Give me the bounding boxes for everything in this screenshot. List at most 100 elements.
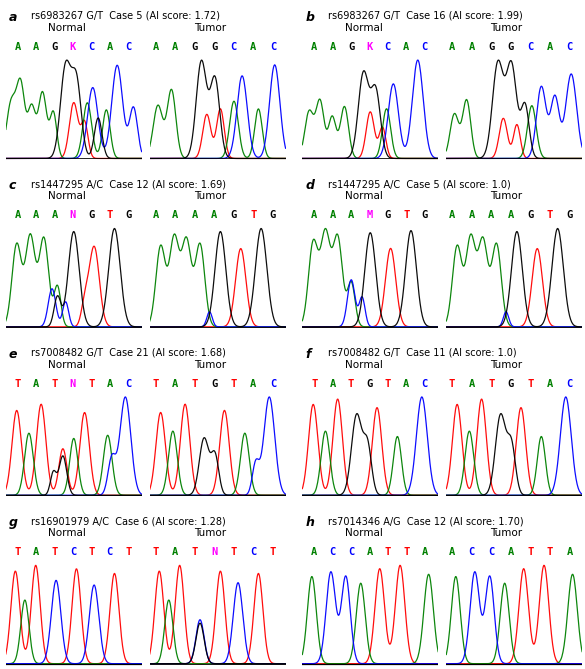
Text: T: T	[230, 379, 237, 389]
Text: rs6983267 G/T  Case 16 (AI score: 1.99): rs6983267 G/T Case 16 (AI score: 1.99)	[328, 11, 522, 21]
Text: T: T	[250, 211, 257, 221]
Text: g: g	[9, 516, 18, 529]
Text: T: T	[51, 379, 58, 389]
Text: Tumor: Tumor	[194, 23, 226, 33]
Text: rs1447295 A/C  Case 12 (AI score: 1.69): rs1447295 A/C Case 12 (AI score: 1.69)	[31, 179, 226, 189]
Text: T: T	[152, 379, 159, 389]
Text: A: A	[329, 42, 336, 52]
Text: rs1447295 A/C  Case 5 (AI score: 1.0): rs1447295 A/C Case 5 (AI score: 1.0)	[328, 179, 510, 189]
Text: C: C	[125, 42, 131, 52]
Text: C: C	[566, 379, 573, 389]
Text: A: A	[488, 211, 494, 221]
Text: T: T	[51, 547, 58, 557]
Text: A: A	[329, 379, 336, 389]
Text: A: A	[508, 547, 514, 557]
Text: K: K	[366, 42, 373, 52]
Text: C: C	[270, 379, 276, 389]
Text: G: G	[422, 211, 428, 221]
Text: A: A	[469, 379, 474, 389]
Text: T: T	[488, 379, 494, 389]
Text: G: G	[125, 211, 131, 221]
Text: G: G	[348, 42, 355, 52]
Text: C: C	[230, 42, 237, 52]
Text: A: A	[106, 379, 113, 389]
Text: A: A	[566, 547, 573, 557]
Text: A: A	[51, 211, 58, 221]
Text: c: c	[9, 179, 16, 193]
Text: A: A	[152, 211, 159, 221]
Text: C: C	[348, 547, 355, 557]
Text: e: e	[9, 348, 17, 361]
Text: C: C	[88, 42, 95, 52]
Text: C: C	[385, 42, 391, 52]
Text: T: T	[230, 547, 237, 557]
Text: G: G	[488, 42, 494, 52]
Text: T: T	[15, 547, 21, 557]
Text: A: A	[449, 547, 455, 557]
Text: T: T	[311, 379, 318, 389]
Text: Tumor: Tumor	[194, 529, 226, 539]
Text: T: T	[152, 547, 159, 557]
Text: d: d	[305, 179, 314, 193]
Text: N: N	[70, 211, 76, 221]
Text: Tumor: Tumor	[490, 23, 522, 33]
Text: A: A	[15, 42, 21, 52]
Text: rs6983267 G/T  Case 5 (AI score: 1.72): rs6983267 G/T Case 5 (AI score: 1.72)	[31, 11, 220, 21]
Text: h: h	[305, 516, 314, 529]
Text: Normal: Normal	[49, 23, 87, 33]
Text: A: A	[106, 42, 113, 52]
Text: A: A	[15, 211, 21, 221]
Text: C: C	[270, 42, 276, 52]
Text: A: A	[403, 42, 409, 52]
Text: Normal: Normal	[345, 191, 383, 201]
Text: G: G	[270, 211, 276, 221]
Text: C: C	[70, 547, 76, 557]
Text: Normal: Normal	[345, 360, 383, 370]
Text: Normal: Normal	[345, 529, 383, 539]
Text: A: A	[547, 379, 553, 389]
Text: T: T	[191, 547, 198, 557]
Text: rs7014346 A/G  Case 12 (AI score: 1.70): rs7014346 A/G Case 12 (AI score: 1.70)	[328, 516, 523, 527]
Text: G: G	[230, 211, 237, 221]
Text: C: C	[566, 42, 573, 52]
Text: A: A	[172, 42, 178, 52]
Text: C: C	[250, 547, 257, 557]
Text: A: A	[172, 211, 178, 221]
Text: A: A	[33, 42, 39, 52]
Text: rs7008482 G/T  Case 21 (AI score: 1.68): rs7008482 G/T Case 21 (AI score: 1.68)	[31, 348, 226, 358]
Text: M: M	[366, 211, 373, 221]
Text: a: a	[9, 11, 17, 24]
Text: T: T	[348, 379, 355, 389]
Text: C: C	[329, 547, 336, 557]
Text: A: A	[508, 211, 514, 221]
Text: C: C	[488, 547, 494, 557]
Text: N: N	[70, 379, 76, 389]
Text: C: C	[527, 42, 534, 52]
Text: rs16901979 A/C  Case 6 (AI score: 1.28): rs16901979 A/C Case 6 (AI score: 1.28)	[31, 516, 226, 527]
Text: T: T	[527, 379, 534, 389]
Text: A: A	[348, 211, 355, 221]
Text: f: f	[305, 348, 311, 361]
Text: G: G	[88, 211, 95, 221]
Text: T: T	[547, 211, 553, 221]
Text: T: T	[106, 211, 113, 221]
Text: G: G	[211, 42, 218, 52]
Text: Normal: Normal	[49, 529, 87, 539]
Text: A: A	[311, 547, 318, 557]
Text: b: b	[305, 11, 314, 24]
Text: Tumor: Tumor	[490, 529, 522, 539]
Text: G: G	[566, 211, 573, 221]
Text: A: A	[403, 379, 409, 389]
Text: K: K	[70, 42, 76, 52]
Text: A: A	[469, 42, 474, 52]
Text: T: T	[15, 379, 21, 389]
Text: C: C	[125, 379, 131, 389]
Text: T: T	[527, 547, 534, 557]
Text: A: A	[329, 211, 336, 221]
Text: C: C	[422, 379, 428, 389]
Text: G: G	[508, 379, 514, 389]
Text: Normal: Normal	[345, 23, 383, 33]
Text: C: C	[469, 547, 474, 557]
Text: A: A	[547, 42, 553, 52]
Text: G: G	[527, 211, 534, 221]
